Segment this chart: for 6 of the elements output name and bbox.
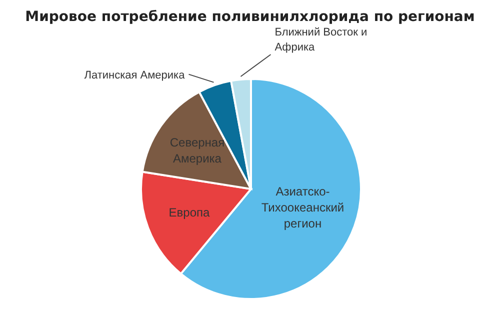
slice-label: Ближний Восток и Африка — [274, 26, 368, 54]
slice-label: Европа — [168, 205, 210, 220]
chart-title: Мировое потребление поливинилхлорида по регионам — [25, 9, 475, 25]
slice-label: Азиатско-Тихоокеанский регион — [261, 184, 344, 231]
slice-label: Латинская Америка — [84, 69, 186, 82]
slice-label: Северная Америка — [170, 136, 225, 166]
